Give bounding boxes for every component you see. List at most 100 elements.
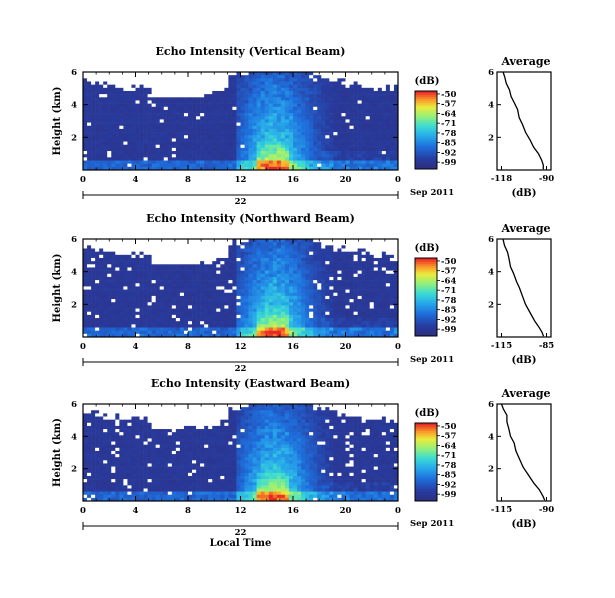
heatmap-cell [111, 87, 116, 92]
heatmap-cell [313, 75, 318, 79]
heatmap-cell [107, 289, 112, 294]
heatmap-cell [284, 72, 290, 76]
heatmap-cell [349, 308, 354, 313]
heatmap-cell [171, 166, 177, 171]
heatmap-cell [95, 157, 100, 161]
heatmap-cell [87, 100, 92, 104]
heatmap-cell [333, 295, 338, 300]
heatmap-cell [171, 128, 177, 133]
heatmap-cell [151, 84, 156, 89]
heatmap-cell [183, 144, 189, 149]
y-axis-label: Height (km) [52, 87, 63, 156]
heatmap-cell [373, 327, 379, 331]
heatmap-cell [357, 280, 362, 284]
heatmap-cell [240, 106, 245, 111]
heatmap-cell [365, 239, 371, 243]
heatmap-cell [373, 270, 379, 275]
heatmap-cell [341, 280, 346, 284]
heatmap-cell [155, 125, 161, 130]
heatmap-cell [135, 308, 140, 313]
heatmap-cell [107, 280, 112, 284]
heatmap-cell [369, 295, 375, 300]
heatmap-cell [337, 295, 342, 300]
heatmap-cell [151, 125, 156, 130]
heatmap-cell [143, 94, 148, 98]
heatmap-cell [179, 151, 185, 155]
heatmap-cell [192, 254, 197, 259]
heatmap-cell [220, 299, 225, 303]
heatmap-cell [143, 125, 148, 130]
heatmap-cell [248, 106, 253, 111]
heatmap-cell [171, 84, 177, 89]
heatmap-cell [143, 254, 148, 259]
heatmap-cell [228, 286, 233, 290]
heatmap-cell [107, 122, 112, 127]
heatmap-cell [87, 308, 92, 313]
heatmap-cell [373, 138, 379, 142]
heatmap-cell [264, 302, 270, 306]
heatmap-cell [317, 141, 322, 146]
heatmap-cell [337, 286, 342, 290]
heatmap-cell [224, 125, 229, 130]
heatmap-cell [321, 141, 326, 146]
heatmap-cell [167, 119, 173, 123]
heatmap-cell [179, 248, 185, 252]
heatmap-cell [139, 125, 144, 130]
heatmap-cell [365, 251, 371, 256]
heatmap-cell [240, 128, 245, 133]
heatmap-cell [179, 257, 185, 262]
heatmap-cell [188, 81, 193, 85]
heatmap-cell [252, 97, 257, 101]
heatmap-cell [87, 273, 92, 278]
heatmap-cell [139, 122, 144, 127]
heatmap-cell [216, 242, 221, 246]
heatmap-cell [83, 239, 88, 243]
heatmap-cell [200, 122, 205, 127]
heatmap-cell [381, 295, 387, 300]
heatmap-cell [288, 324, 294, 328]
heatmap-cell [317, 302, 322, 306]
heatmap-cell [353, 106, 358, 111]
heatmap-cell [135, 116, 140, 120]
heatmap-cell [123, 286, 128, 290]
heatmap-cell [155, 97, 161, 101]
heatmap-cell [252, 327, 257, 331]
heatmap-cell [393, 276, 399, 281]
heatmap-cell [91, 286, 96, 290]
heatmap-cell [131, 119, 136, 123]
heatmap-cell [361, 245, 366, 249]
heatmap-cell [301, 321, 306, 325]
heatmap-cell [313, 276, 318, 281]
heatmap-cell [147, 302, 152, 306]
heatmap-cell [188, 264, 193, 268]
heatmap-cell [131, 280, 136, 284]
heatmap-cell [115, 239, 120, 243]
heatmap-cell [284, 141, 290, 146]
heatmap-cell [135, 286, 140, 290]
heatmap-cell [385, 147, 391, 152]
heatmap-cell [345, 163, 350, 168]
heatmap-cell [325, 299, 330, 303]
heatmap-cell [155, 286, 161, 290]
heatmap-cell [111, 81, 116, 85]
heatmap-cell [252, 147, 257, 152]
heatmap-cell [260, 270, 266, 275]
heatmap-cell [393, 151, 399, 155]
heatmap-cell [188, 78, 193, 82]
heatmap-cell [280, 135, 286, 139]
heatmap-cell [87, 163, 92, 168]
heatmap-cell [87, 276, 92, 281]
heatmap-cell [228, 257, 233, 262]
heatmap-cell [268, 289, 274, 294]
heatmap-cell [393, 109, 399, 114]
heatmap-cell [83, 321, 88, 325]
heatmap-cell [288, 116, 294, 120]
heatmap-cell [87, 72, 92, 76]
heatmap-cell [377, 245, 383, 249]
heatmap-cell [179, 324, 185, 328]
heatmap-cell [147, 292, 152, 297]
heatmap-cell [127, 242, 132, 246]
heatmap-cell [276, 141, 282, 146]
heatmap-cell [159, 109, 165, 114]
heatmap-cell [83, 81, 88, 85]
